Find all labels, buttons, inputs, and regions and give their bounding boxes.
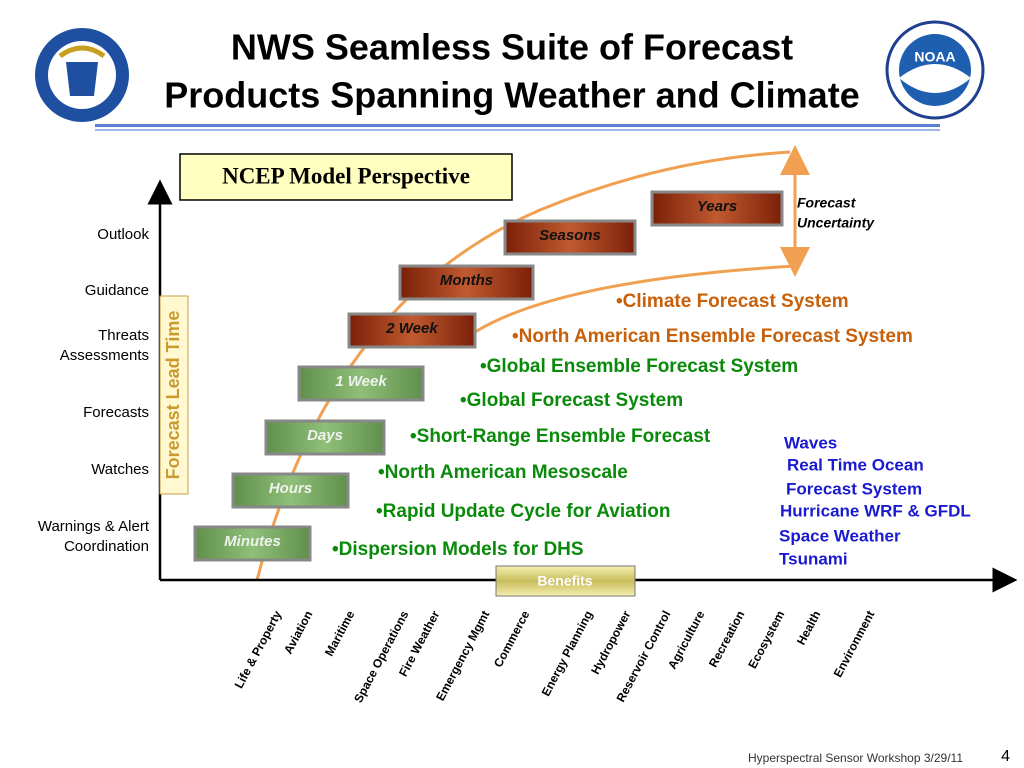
model-label: •North American Mesoscale bbox=[378, 462, 628, 483]
model-label: •Climate Forecast System bbox=[616, 291, 849, 312]
page-number: 4 bbox=[1001, 748, 1010, 765]
model-label: •North American Ensemble Forecast System bbox=[512, 326, 913, 347]
benefits-label: Benefits bbox=[537, 573, 592, 589]
title: NWS Seamless Suite of Forecast bbox=[231, 27, 793, 68]
benefit-area: Recreation bbox=[706, 608, 747, 669]
benefits-box bbox=[495, 565, 636, 597]
perspective-label: NCEP Model Perspective bbox=[222, 163, 470, 188]
ocean-label: Hurricane WRF & GFDL bbox=[780, 501, 971, 520]
step-label: Years bbox=[697, 198, 737, 215]
y-axis-label: Forecast Lead Time bbox=[163, 311, 183, 480]
title-rule bbox=[95, 129, 940, 131]
left-label: Warnings & Alert bbox=[38, 518, 150, 535]
left-label: Forecasts bbox=[83, 404, 149, 421]
uncertainty-label: Uncertainty bbox=[797, 215, 875, 231]
benefit-area: Health bbox=[794, 608, 824, 647]
step-box bbox=[231, 472, 350, 509]
benefit-area: Ecosystem bbox=[745, 608, 787, 671]
step-label: Minutes bbox=[224, 533, 281, 550]
left-label: Outlook bbox=[97, 226, 149, 243]
step-box bbox=[503, 219, 637, 256]
step-box bbox=[193, 525, 312, 562]
ocean-label: Tsunami bbox=[779, 549, 848, 568]
benefit-area: Maritime bbox=[322, 608, 358, 658]
step-label: Seasons bbox=[539, 227, 601, 244]
title-rule bbox=[95, 124, 940, 127]
left-label: Guidance bbox=[85, 282, 149, 299]
ocean-label: Waves bbox=[784, 433, 837, 452]
ocean-label: Forecast System bbox=[786, 479, 922, 498]
title: Products Spanning Weather and Climate bbox=[164, 75, 859, 116]
model-label: •Dispersion Models for DHS bbox=[332, 539, 584, 560]
model-label: •Global Forecast System bbox=[460, 390, 683, 411]
benefit-area: Energy Planning bbox=[539, 608, 596, 698]
step-label: Days bbox=[307, 427, 343, 444]
noaa-logo: NOAA bbox=[885, 20, 985, 120]
step-label: 1 Week bbox=[335, 373, 387, 390]
ocean-label: Real Time Ocean bbox=[787, 455, 924, 474]
step-box bbox=[398, 264, 535, 301]
step-box bbox=[347, 312, 477, 349]
uncertainty-curve bbox=[474, 264, 796, 334]
benefit-area: Space Operations bbox=[351, 608, 411, 705]
model-label: •Global Ensemble Forecast System bbox=[480, 356, 798, 377]
model-label: •Rapid Update Cycle for Aviation bbox=[376, 501, 671, 522]
logo-text: NOAA bbox=[914, 49, 955, 65]
model-label: •Short-Range Ensemble Forecast bbox=[410, 426, 711, 447]
left-label: Coordination bbox=[64, 538, 149, 555]
step-box bbox=[650, 190, 784, 227]
commerce-logo bbox=[35, 28, 129, 122]
benefit-area: Hydropower bbox=[588, 608, 633, 677]
step-box bbox=[297, 365, 425, 402]
left-label: Watches bbox=[91, 461, 149, 478]
benefit-area: Emergency Mgmt bbox=[433, 608, 492, 703]
uncertainty-label: Forecast bbox=[797, 195, 857, 211]
benefit-area: Aviation bbox=[281, 608, 315, 656]
perspective-box bbox=[179, 153, 513, 201]
step-label: Months bbox=[440, 272, 493, 289]
step-label: 2 Week bbox=[385, 320, 438, 337]
left-label: Threats bbox=[98, 327, 149, 344]
step-box bbox=[264, 419, 386, 456]
benefit-area: Life & Property bbox=[232, 608, 285, 691]
ocean-label: Space Weather bbox=[779, 526, 901, 545]
footer: Hyperspectral Sensor Workshop 3/29/11 bbox=[748, 751, 963, 765]
step-label: Hours bbox=[269, 480, 312, 497]
benefit-area: Commerce bbox=[491, 608, 533, 670]
axis-label-box bbox=[159, 295, 189, 495]
benefit-area: Environment bbox=[831, 608, 878, 679]
left-label: Assessments bbox=[60, 347, 149, 364]
